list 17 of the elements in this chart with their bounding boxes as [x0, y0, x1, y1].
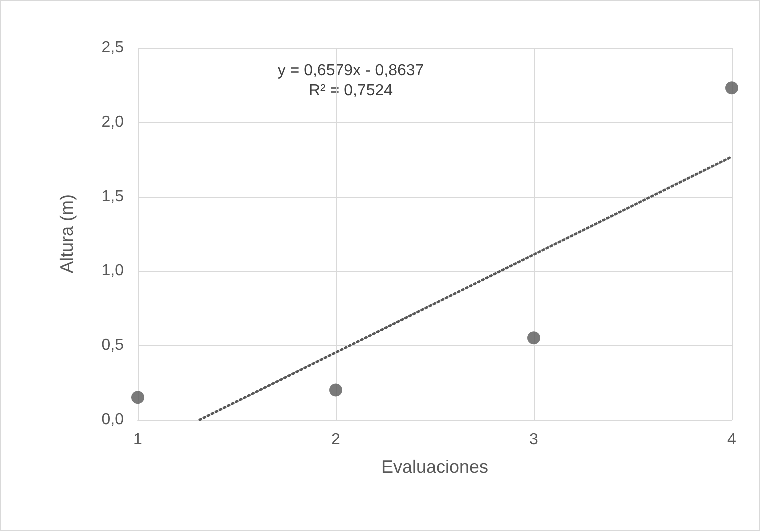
- annotation: y = 0,6579x - 0,8637: [278, 62, 424, 80]
- x-tick-label: 4: [728, 432, 737, 448]
- point: [726, 82, 738, 95]
- y-tick-label: 2,5: [102, 40, 124, 56]
- y-tick-label: 1,5: [102, 188, 124, 206]
- x-axis-title: Evaluaciones: [381, 457, 489, 477]
- point: [132, 391, 144, 404]
- y-tick-label: 1,0: [102, 262, 124, 280]
- y-tick-label: 2,0: [102, 114, 124, 131]
- x-tick-label: 2: [332, 432, 341, 448]
- x-tick-label: 3: [530, 432, 539, 448]
- point: [330, 384, 342, 397]
- y-axis-title: Altura (m): [57, 194, 77, 274]
- y-tick-label: 0,0: [102, 412, 124, 428]
- point: [528, 332, 540, 345]
- x-tick-label: 1: [134, 432, 143, 448]
- y-tick-label: 0,5: [102, 337, 124, 354]
